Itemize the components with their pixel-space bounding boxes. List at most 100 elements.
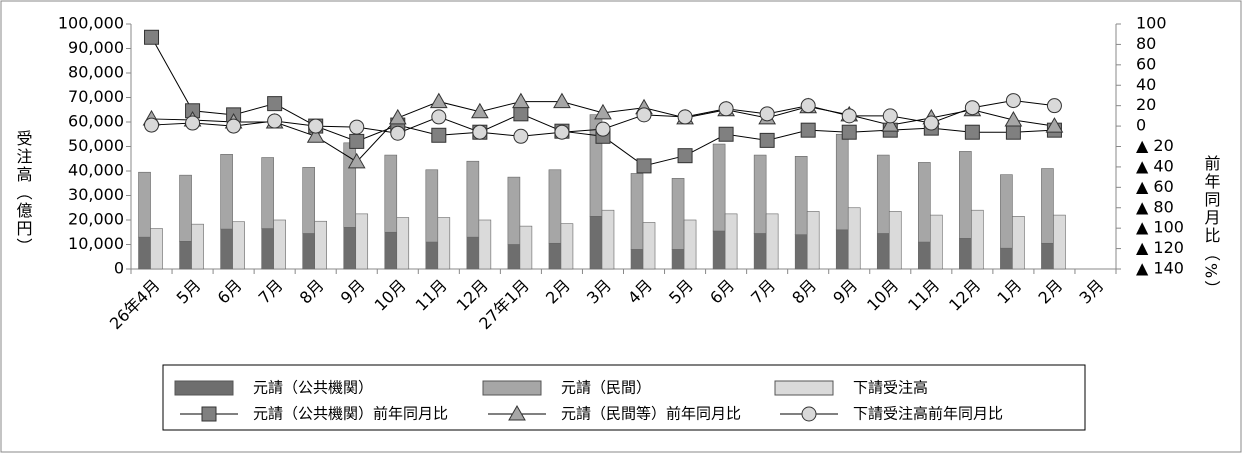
marker-triangle — [429, 92, 448, 109]
bar — [753, 233, 767, 270]
bar — [437, 217, 451, 270]
y-axis-title: 受注高（億円） — [14, 130, 33, 256]
bar — [589, 216, 603, 270]
bar — [220, 154, 233, 230]
marker-triangle — [388, 108, 407, 125]
bar — [671, 249, 685, 270]
bar — [876, 233, 890, 270]
bar — [1000, 174, 1013, 249]
marker-square — [201, 406, 217, 422]
marker-square — [349, 133, 365, 149]
marker-circle — [718, 101, 734, 117]
bar — [261, 157, 274, 229]
bar — [519, 225, 533, 270]
bar — [548, 242, 562, 270]
y2-tick-label: 100 — [1136, 14, 1167, 33]
bar — [642, 222, 656, 270]
bar — [712, 143, 726, 232]
bar — [918, 241, 931, 270]
bar — [1053, 214, 1066, 270]
marker-triangle — [512, 92, 530, 109]
marker-square — [144, 29, 160, 45]
bar — [630, 173, 644, 250]
y-tick-label: 100,000 — [58, 14, 124, 33]
y-tick-label: 60,000 — [68, 112, 124, 131]
marker-square — [841, 124, 857, 140]
marker-circle — [513, 128, 529, 144]
y2-tick-label: ▲ 120 — [1136, 238, 1184, 257]
bar — [560, 223, 574, 270]
marker-circle — [185, 115, 201, 131]
y2-tick-label: 80 — [1136, 34, 1156, 53]
bar — [425, 241, 439, 270]
marker-circle — [677, 109, 693, 125]
bar — [835, 133, 849, 231]
marker-circle — [472, 124, 488, 140]
bar — [179, 174, 192, 242]
marker-square — [513, 106, 529, 122]
bar — [1012, 216, 1025, 270]
marker-circle — [595, 121, 611, 137]
legend-box — [162, 364, 1086, 431]
marker-square — [759, 132, 775, 148]
marker-square — [800, 122, 816, 138]
bar — [220, 228, 233, 270]
bar — [273, 219, 286, 270]
y2-tick-label: 60 — [1136, 54, 1156, 73]
marker-triangle — [470, 102, 489, 119]
marker-circle — [431, 109, 447, 125]
y2-tick-label: 0 — [1136, 116, 1146, 135]
legend-label: 元請（民間） — [561, 379, 651, 397]
bar — [918, 162, 931, 243]
y-tick-label: 30,000 — [68, 185, 124, 204]
bar — [876, 154, 890, 234]
y-tick-label: 10,000 — [68, 234, 124, 253]
bar — [959, 151, 972, 239]
marker-circle — [267, 113, 283, 129]
bar — [138, 236, 151, 270]
bar — [724, 213, 738, 270]
marker-triangle — [553, 92, 571, 109]
legend-label: 下請受注高前年同月比 — [853, 405, 1003, 423]
legend-swatch — [174, 380, 234, 396]
legend-label: 元請（民間等）前年同月比 — [561, 405, 741, 423]
y2-tick-label: ▲ 20 — [1136, 136, 1174, 155]
bar — [396, 217, 410, 270]
marker-triangle — [306, 127, 325, 143]
bar — [753, 154, 767, 234]
y2-tick-label: ▲ 40 — [1136, 156, 1174, 175]
bar — [765, 213, 779, 270]
bar — [302, 167, 315, 234]
marker-triangle — [1004, 110, 1023, 127]
bar — [302, 233, 315, 270]
bar — [835, 229, 849, 270]
bar — [1000, 247, 1013, 270]
bar — [601, 209, 615, 270]
y-tick-label: 0 — [114, 259, 124, 278]
bar — [384, 231, 398, 270]
bar — [343, 227, 357, 270]
y2-tick-label: 20 — [1136, 95, 1156, 114]
y2-tick-label: ▲ 80 — [1136, 197, 1174, 216]
bar — [671, 178, 685, 250]
bar — [630, 249, 644, 270]
marker-circle — [1046, 98, 1062, 114]
bar — [191, 223, 204, 270]
y-tick-label: 40,000 — [68, 161, 124, 180]
marker-square — [964, 124, 980, 140]
bar — [179, 241, 192, 270]
bar — [971, 209, 984, 270]
y-tick-label: 20,000 — [68, 210, 124, 229]
y2-tick-label: ▲ 100 — [1136, 218, 1184, 237]
y2-axis-title: 前年同月比（%） — [1202, 155, 1221, 298]
marker-circle — [349, 119, 365, 135]
y-tick-label: 70,000 — [68, 87, 124, 106]
y-tick-label: 80,000 — [68, 63, 124, 82]
marker-circle — [308, 118, 324, 134]
marker-square — [267, 96, 283, 112]
legend-label: 元請（公共機関）前年同月比 — [253, 405, 448, 423]
bar — [355, 213, 369, 270]
bar — [232, 221, 245, 270]
bar — [466, 160, 480, 238]
